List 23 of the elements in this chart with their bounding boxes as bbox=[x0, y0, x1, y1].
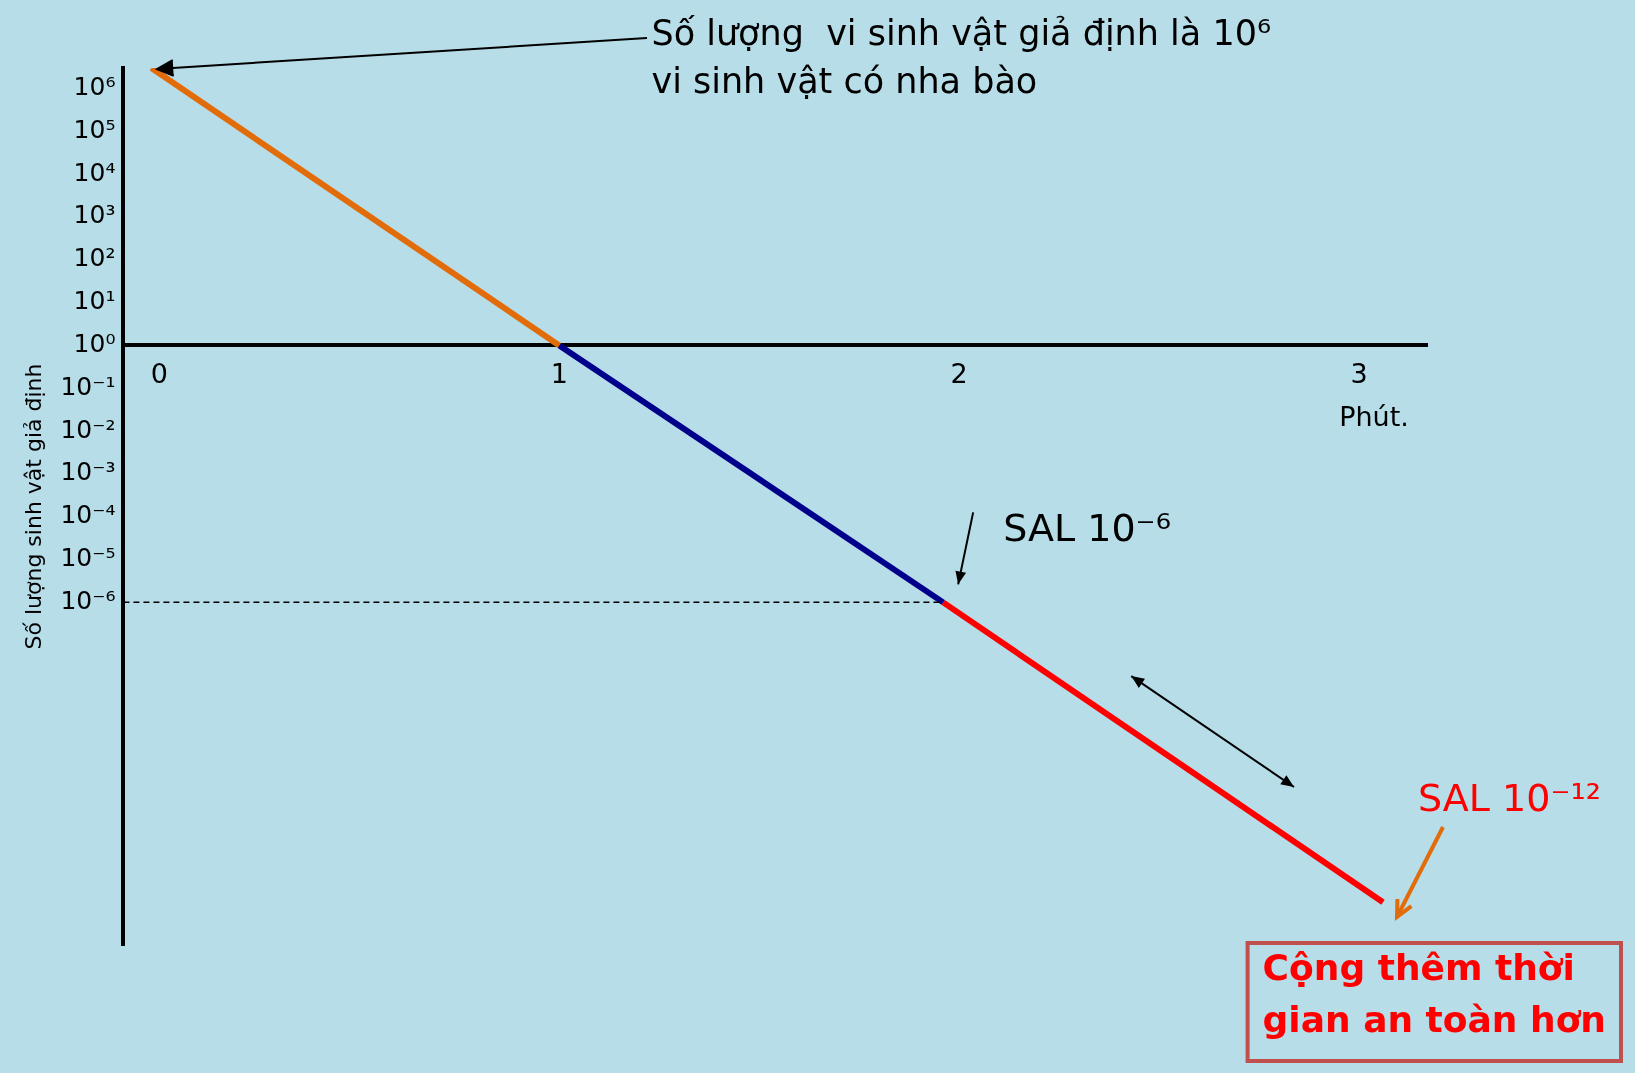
x-tick-label: 1 bbox=[550, 357, 568, 389]
y-tick-label: 10¹ bbox=[73, 286, 116, 316]
x-axis-title: Phút. bbox=[1339, 400, 1409, 432]
y-tick-label: 10⁴ bbox=[73, 157, 116, 187]
y-tick-label: 10⁵ bbox=[73, 114, 116, 144]
y-tick-label: 10³ bbox=[73, 200, 116, 230]
x-tick-label: 3 bbox=[1350, 357, 1368, 389]
y-tick-label: 10⁻³ bbox=[60, 457, 116, 487]
annotation: SAL 10⁻¹² bbox=[1418, 776, 1601, 821]
y-tick-label: 10⁻¹ bbox=[60, 371, 116, 401]
y-tick-label: 10⁻⁶ bbox=[60, 585, 116, 615]
text: Cộng thêm thời gian an toàn hơn bbox=[1262, 947, 1606, 1041]
y-tick-label: 10⁶ bbox=[73, 71, 116, 101]
annotation: SAL 10⁻⁶ bbox=[1003, 506, 1171, 551]
y-tick-label: 10⁻⁵ bbox=[60, 543, 116, 573]
y-tick-label: 10² bbox=[73, 243, 116, 273]
annotation: Số lượng vi sinh vật giả định là 10⁶ vi sinh vật có nha bào bbox=[651, 12, 1271, 101]
y-tick-label: 10⁰ bbox=[73, 328, 116, 358]
x-tick-label: 0 bbox=[150, 357, 169, 389]
y-tick-label: 10⁻⁴ bbox=[60, 500, 116, 530]
y-tick-label: 10⁻² bbox=[60, 414, 116, 444]
y-axis-title: Số lượng sinh vật giả định bbox=[20, 363, 46, 650]
x-tick-label: 2 bbox=[950, 357, 968, 389]
